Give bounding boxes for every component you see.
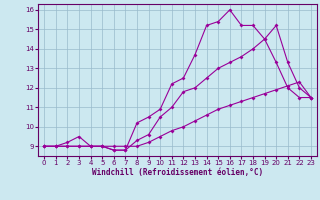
X-axis label: Windchill (Refroidissement éolien,°C): Windchill (Refroidissement éolien,°C) xyxy=(92,168,263,177)
